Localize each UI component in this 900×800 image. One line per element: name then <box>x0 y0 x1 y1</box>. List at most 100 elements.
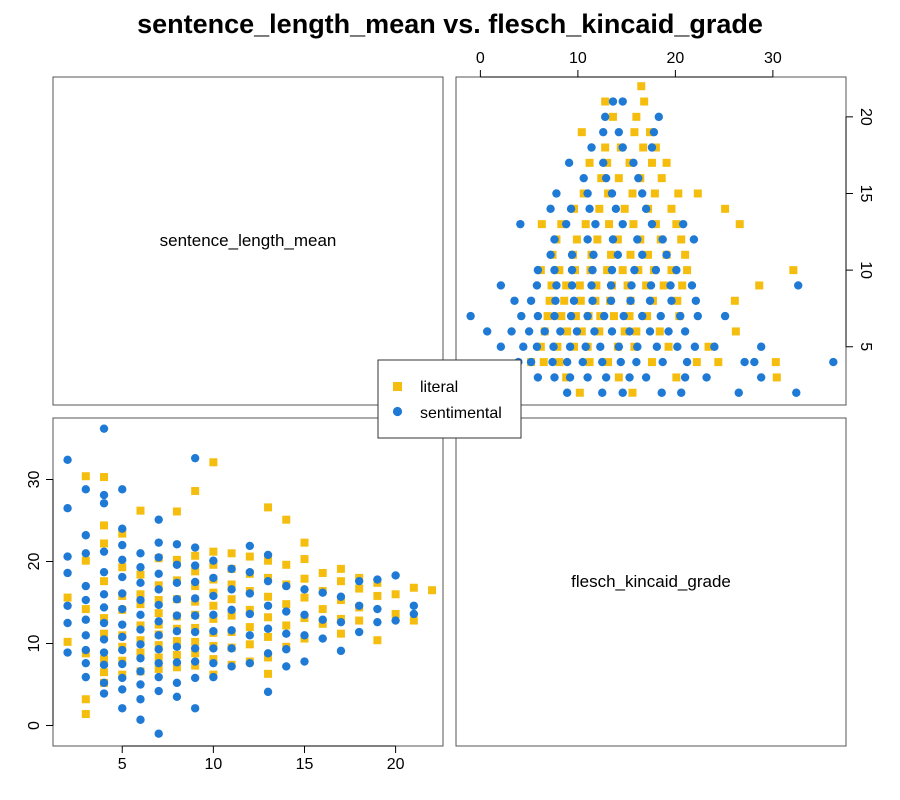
point-literal <box>300 593 309 602</box>
point-sentimental <box>627 281 636 290</box>
point-sentimental <box>664 327 673 336</box>
point-sentimental <box>618 388 627 397</box>
point-literal <box>118 563 127 572</box>
point-sentimental <box>354 576 364 586</box>
point-sentimental <box>562 388 572 397</box>
point-sentimental <box>647 143 657 152</box>
point-literal <box>647 158 656 167</box>
point-literal <box>373 636 382 645</box>
top-right-points <box>466 82 838 397</box>
point-sentimental <box>510 296 519 305</box>
point-sentimental <box>591 219 600 229</box>
point-sentimental <box>601 373 611 382</box>
point-literal <box>563 327 572 336</box>
point-sentimental <box>524 327 534 336</box>
point-sentimental <box>209 627 218 636</box>
point-sentimental <box>578 357 587 367</box>
point-literal <box>673 296 682 305</box>
point-sentimental <box>336 592 346 601</box>
point-sentimental <box>172 642 182 651</box>
point-sentimental <box>618 219 627 229</box>
point-literal <box>81 695 90 704</box>
point-sentimental <box>756 373 766 382</box>
point-sentimental <box>638 189 647 198</box>
point-literal <box>664 342 673 351</box>
point-literal <box>100 629 109 638</box>
point-sentimental <box>587 281 596 290</box>
point-sentimental <box>118 485 127 494</box>
point-sentimental <box>599 127 608 137</box>
point-sentimental <box>562 357 572 367</box>
point-sentimental <box>136 695 145 704</box>
point-literal <box>678 281 687 290</box>
point-sentimental <box>118 589 127 598</box>
point-literal <box>585 158 594 167</box>
point-sentimental <box>172 578 182 588</box>
point-sentimental <box>118 540 127 550</box>
point-literal <box>391 590 400 599</box>
point-literal <box>614 174 623 183</box>
point-sentimental <box>318 634 327 643</box>
point-sentimental <box>300 657 309 666</box>
point-sentimental <box>318 615 327 624</box>
point-literal <box>630 128 639 137</box>
point-literal <box>336 564 345 573</box>
point-sentimental <box>566 311 576 321</box>
point-sentimental <box>99 660 109 670</box>
point-sentimental <box>136 680 145 689</box>
point-sentimental <box>587 143 596 152</box>
panel-top-left <box>52 76 444 406</box>
point-literal <box>557 220 566 229</box>
point-sentimental <box>154 617 163 626</box>
point-sentimental <box>466 311 475 321</box>
point-literal <box>191 486 200 495</box>
point-sentimental <box>556 327 565 336</box>
point-sentimental <box>263 601 273 610</box>
point-sentimental <box>616 357 625 367</box>
point-sentimental <box>172 611 182 620</box>
point-sentimental <box>118 685 127 694</box>
point-literal <box>620 204 629 213</box>
point-literal <box>576 296 585 305</box>
point-sentimental <box>641 204 651 214</box>
point-literal <box>191 567 200 576</box>
point-literal <box>136 506 145 515</box>
point-sentimental <box>245 567 255 577</box>
point-sentimental <box>687 281 697 290</box>
point-literal <box>730 296 739 305</box>
point-sentimental <box>263 576 273 586</box>
point-sentimental <box>564 158 574 168</box>
point-sentimental <box>551 296 560 305</box>
point-literal <box>643 312 652 321</box>
point-literal <box>355 616 364 625</box>
point-literal <box>100 539 109 548</box>
point-sentimental <box>516 219 525 229</box>
point-sentimental <box>682 357 692 367</box>
point-sentimental <box>81 485 91 494</box>
point-sentimental <box>118 572 127 582</box>
right-axis-tick-label: 15 <box>857 185 874 203</box>
point-sentimental <box>63 568 72 578</box>
point-sentimental <box>630 265 639 275</box>
point-sentimental <box>613 250 623 259</box>
point-sentimental <box>658 357 667 367</box>
left-axis-tick-label: 20 <box>26 553 43 571</box>
point-sentimental <box>598 388 607 397</box>
point-sentimental <box>282 645 291 654</box>
point-literal <box>300 555 309 564</box>
point-literal <box>629 220 638 229</box>
point-sentimental <box>99 424 109 433</box>
point-sentimental <box>565 342 575 351</box>
point-sentimental <box>172 540 182 549</box>
point-sentimental <box>99 618 109 628</box>
point-literal <box>409 616 418 625</box>
point-literal <box>683 266 692 275</box>
point-literal <box>672 220 681 229</box>
point-sentimental <box>136 667 145 676</box>
point-literal <box>282 600 291 609</box>
right-axis-tick-label: 20 <box>857 108 874 126</box>
point-literal <box>674 189 683 198</box>
point-literal <box>100 655 109 664</box>
top-axis-tick-label: 30 <box>764 50 782 67</box>
point-literal <box>607 250 616 259</box>
